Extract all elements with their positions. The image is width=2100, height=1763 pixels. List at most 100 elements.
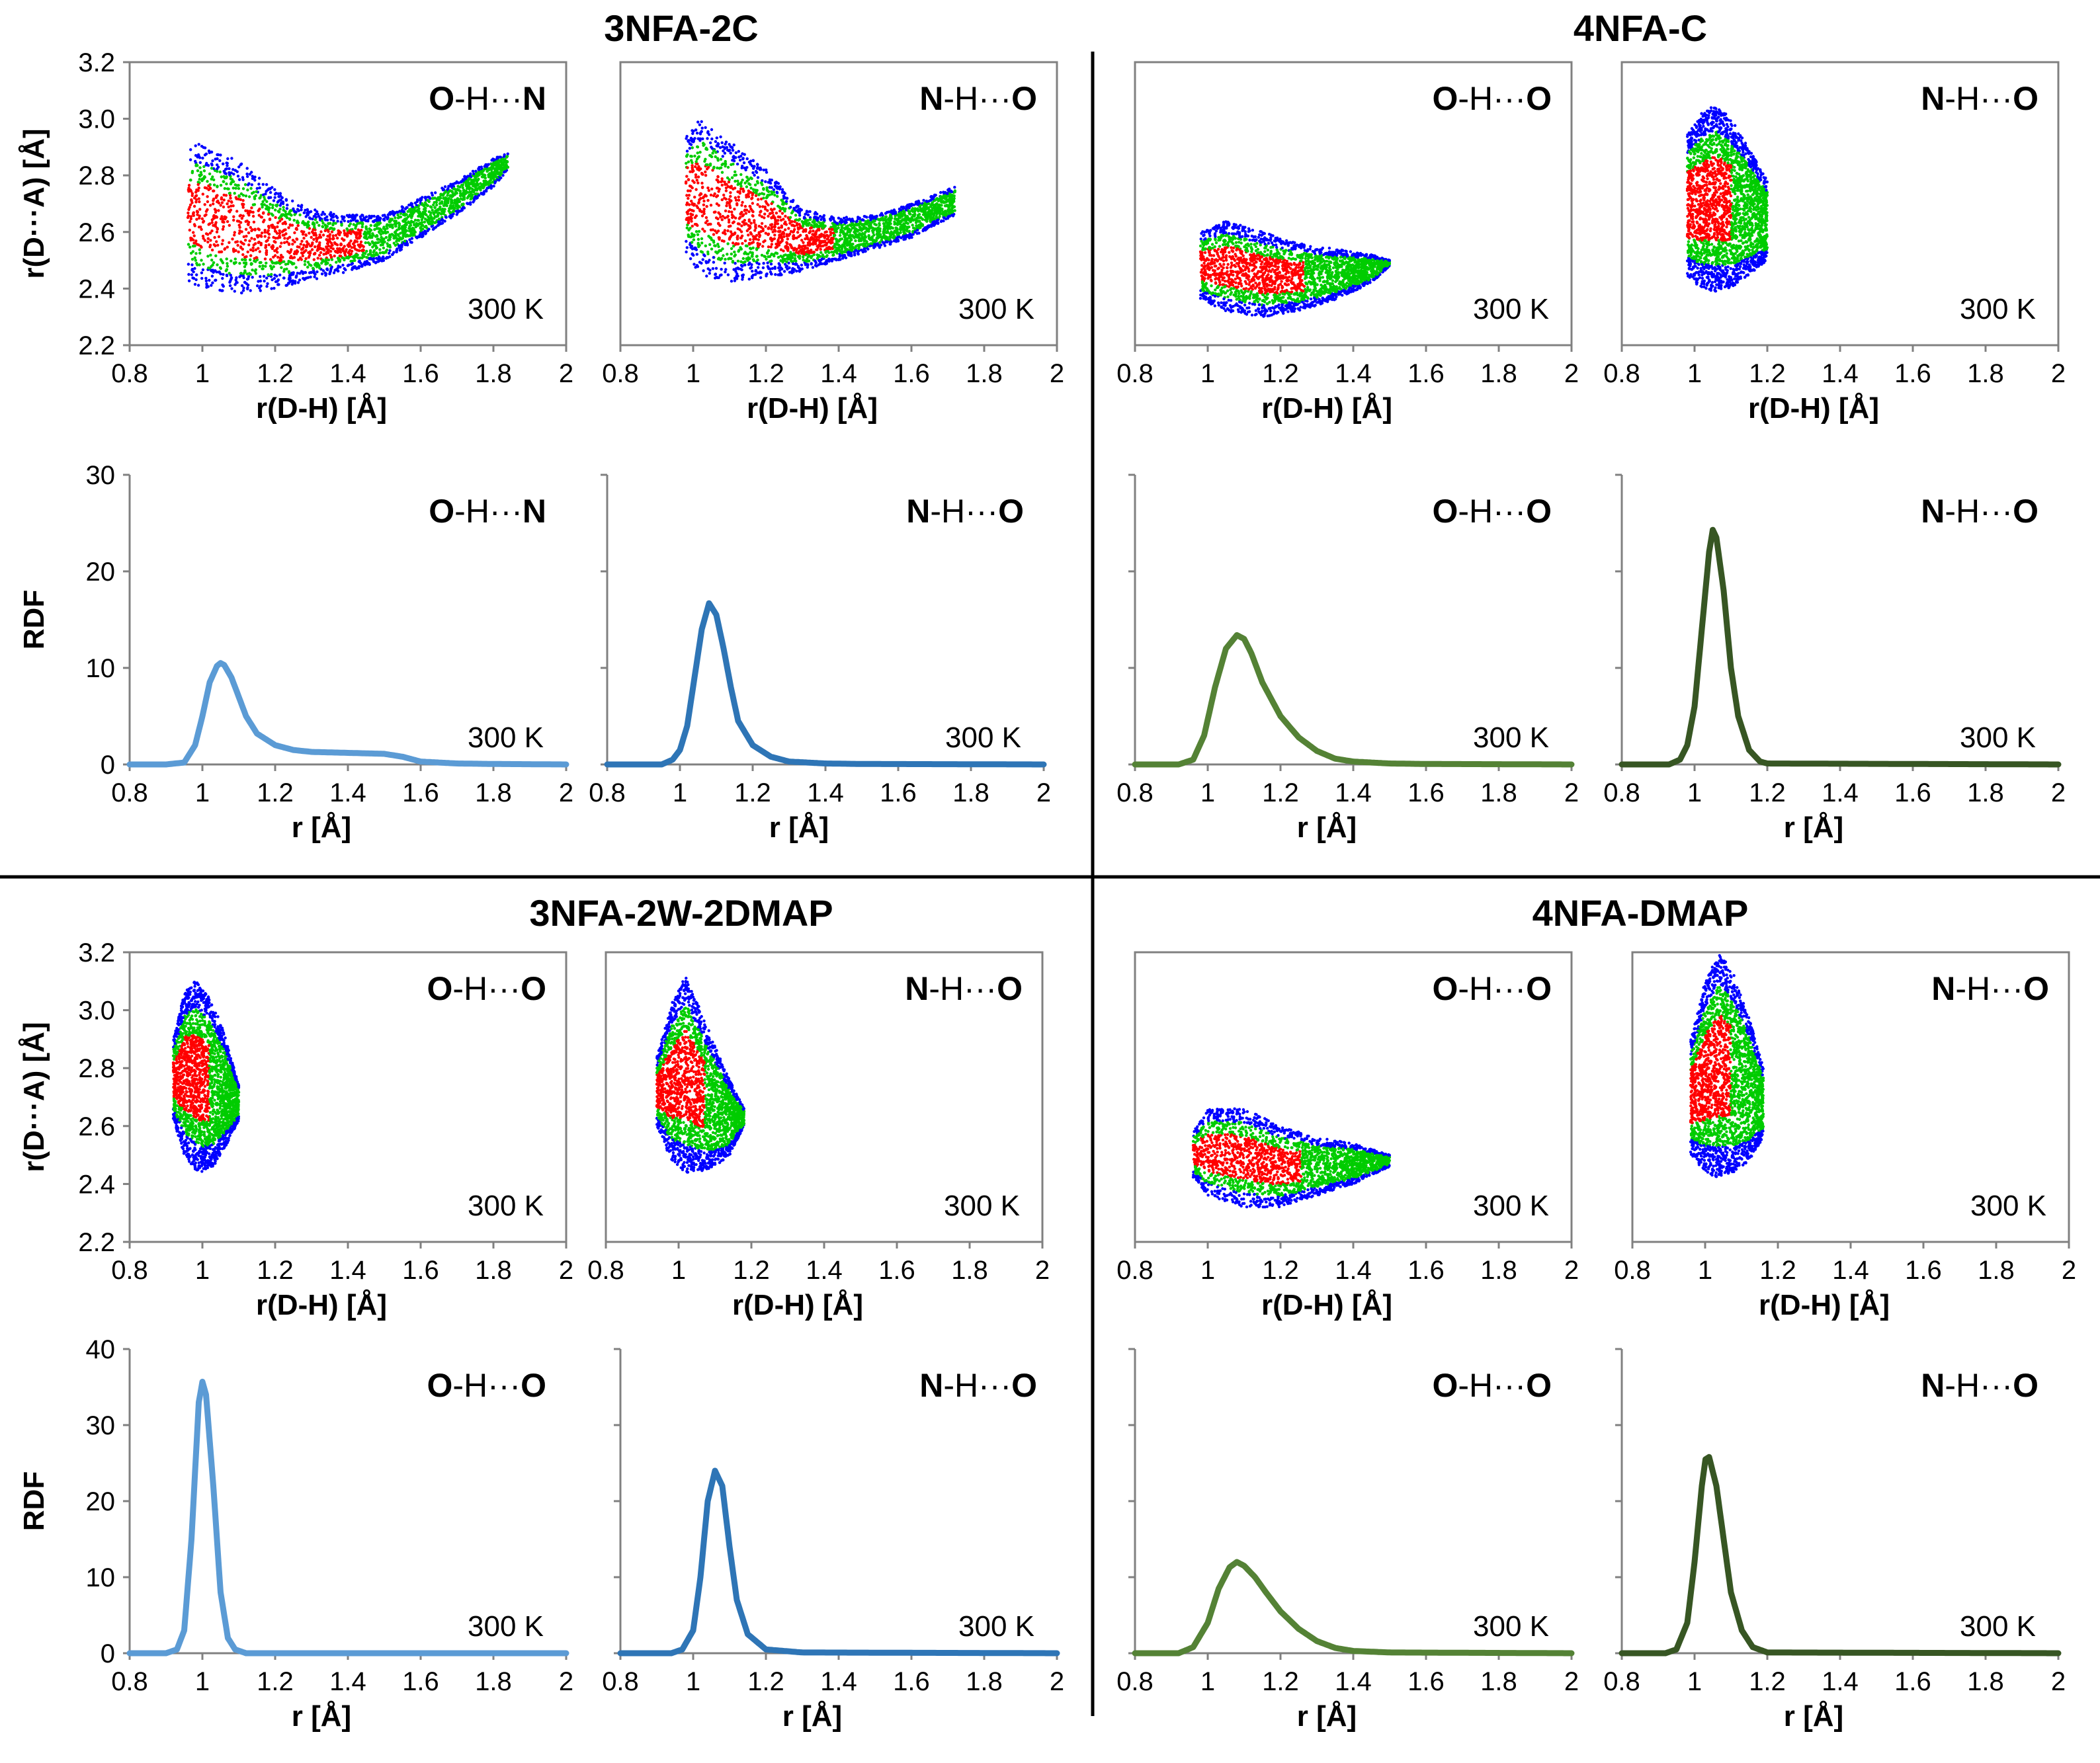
scatter-point bbox=[731, 159, 734, 162]
scatter-point bbox=[724, 257, 727, 261]
scatter-point bbox=[264, 192, 267, 196]
scatter-point bbox=[870, 235, 874, 239]
scatter-point bbox=[417, 235, 420, 239]
scatter-point bbox=[855, 249, 858, 252]
scatter-point bbox=[761, 183, 764, 186]
scatter-point bbox=[253, 203, 257, 206]
scatter-point bbox=[372, 254, 376, 258]
scatter-point bbox=[808, 231, 811, 235]
scatter-point bbox=[772, 188, 776, 191]
scatter-point bbox=[691, 202, 694, 206]
scatter-point bbox=[233, 169, 237, 172]
scatter-point bbox=[359, 217, 362, 220]
scatter-point bbox=[792, 249, 796, 252]
scatter-point bbox=[282, 206, 285, 209]
scatter-point bbox=[710, 187, 714, 190]
scatter-point bbox=[319, 251, 323, 255]
scatter-point bbox=[237, 250, 240, 254]
scatter-point bbox=[915, 228, 919, 232]
scatter-point bbox=[774, 181, 777, 184]
y-tick-label: 3.0 bbox=[78, 105, 115, 134]
scatter-point bbox=[838, 233, 842, 237]
scatter-point bbox=[413, 223, 416, 227]
scatter-point bbox=[248, 239, 251, 243]
scatter-point bbox=[240, 284, 244, 288]
scatter-point bbox=[198, 214, 201, 218]
scatter-point bbox=[495, 171, 498, 175]
scatter-point bbox=[239, 198, 242, 201]
scatter-point bbox=[843, 227, 846, 230]
scatter-point bbox=[277, 210, 281, 214]
scatter-point bbox=[259, 284, 263, 288]
scatter-point bbox=[247, 195, 251, 198]
scatter-point bbox=[211, 263, 214, 266]
scatter-point bbox=[722, 254, 725, 257]
scatter-point bbox=[784, 200, 788, 203]
scatter-point bbox=[219, 266, 222, 270]
scatter-point bbox=[755, 163, 759, 166]
scatter-point bbox=[245, 172, 249, 176]
scatter-point bbox=[290, 261, 294, 265]
scatter-point bbox=[253, 269, 257, 273]
x-tick-label: 2 bbox=[559, 359, 573, 388]
scatter-point bbox=[353, 239, 357, 243]
scatter-point bbox=[484, 183, 488, 186]
scatter-point bbox=[718, 274, 722, 277]
scatter-point bbox=[723, 261, 726, 265]
bond-donor: N bbox=[919, 80, 943, 117]
scatter-point bbox=[702, 269, 705, 272]
scatter-point bbox=[824, 250, 827, 253]
scatter-point bbox=[757, 224, 761, 228]
scatter-point bbox=[766, 265, 770, 268]
scatter-point bbox=[765, 171, 769, 174]
scatter-point bbox=[463, 175, 466, 179]
scatter-point bbox=[861, 218, 864, 222]
scatter-point bbox=[719, 249, 723, 253]
scatter-point bbox=[798, 244, 801, 247]
scatter-point bbox=[939, 190, 943, 194]
scatter-point bbox=[862, 239, 866, 243]
scatter-point bbox=[321, 225, 325, 229]
scatter-point bbox=[443, 185, 447, 188]
scatter-point bbox=[213, 235, 216, 239]
scatter-point bbox=[411, 205, 414, 208]
scatter-point bbox=[323, 249, 326, 252]
scatter-point bbox=[221, 239, 225, 242]
scatter-point bbox=[204, 232, 208, 235]
scatter-point bbox=[270, 287, 273, 290]
scatter-point bbox=[739, 173, 743, 177]
scatter-point bbox=[188, 228, 191, 232]
scatter-point bbox=[221, 283, 224, 286]
scatter-point bbox=[505, 160, 509, 163]
scatter-point bbox=[751, 196, 754, 200]
scatter-point bbox=[326, 239, 329, 243]
scatter-point bbox=[266, 231, 269, 234]
scatter-point bbox=[759, 276, 763, 279]
scatter-point bbox=[276, 200, 280, 204]
scatter-point bbox=[231, 237, 234, 241]
scatter-point bbox=[347, 263, 351, 266]
scatter-point bbox=[229, 183, 233, 186]
scatter-point bbox=[336, 266, 339, 270]
scatter-point bbox=[749, 238, 752, 241]
scatter-point bbox=[953, 186, 956, 189]
scatter-point bbox=[902, 212, 905, 216]
scatter-point bbox=[741, 152, 744, 155]
scatter-point bbox=[849, 229, 853, 232]
scatter-point bbox=[456, 184, 460, 188]
scatter-point bbox=[818, 228, 821, 232]
scatter-point bbox=[777, 226, 780, 229]
scatter-point bbox=[741, 265, 744, 268]
scatter-point bbox=[767, 249, 771, 253]
scatter-point bbox=[456, 188, 459, 191]
scatter-point bbox=[711, 151, 714, 155]
scatter-point bbox=[292, 256, 296, 259]
scatter-point bbox=[770, 243, 774, 246]
scatter-point bbox=[740, 224, 743, 227]
scatter-point bbox=[710, 145, 713, 149]
scatter-point bbox=[192, 214, 195, 218]
scatter-point bbox=[685, 239, 688, 243]
scatter-point bbox=[218, 270, 221, 274]
scatter-point bbox=[480, 172, 483, 176]
scatter-point bbox=[243, 258, 247, 261]
